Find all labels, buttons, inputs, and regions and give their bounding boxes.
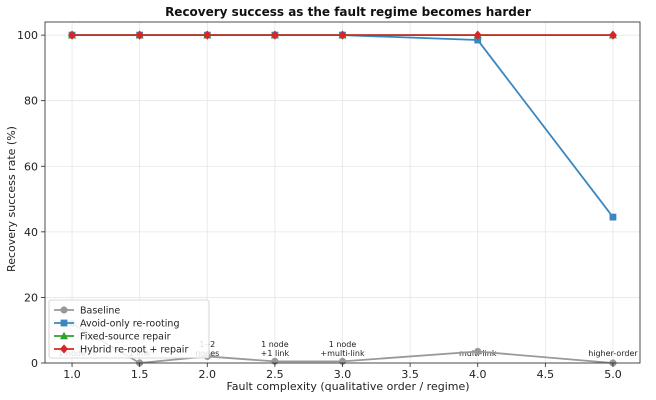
x-tick-label: 5.0 [604,368,622,381]
x-tick-label: 2.5 [266,368,284,381]
legend-label: Avoid-only re-rooting [80,319,179,330]
regime-annotation: 1 node [261,340,289,349]
data-point [68,30,77,40]
series-4 [68,30,617,40]
legend-marker [60,319,68,327]
y-tick-label: 40 [24,226,38,239]
y-axis: 0 20 40 60 80 100 [17,29,45,370]
regime-annotation: 1 node [329,340,357,349]
regime-annotation: +1 link [261,349,290,358]
legend-label: Fixed-source repair [80,332,171,343]
data-point [608,30,617,40]
regime-annotation: higher-order [588,349,638,358]
data-point [474,347,482,356]
data-point [270,30,279,40]
legend-entry: Hybrid re-root + repair [54,344,188,356]
data-point [338,30,347,40]
x-tick-label: 4.5 [537,368,555,381]
legend-marker [60,344,68,354]
y-tick-label: 100 [17,29,38,42]
legend-label: Hybrid re-root + repair [80,345,188,356]
x-axis: 1.0 1.5 2.0 2.5 3.0 3.5 4.0 4.5 5.0 [63,363,622,381]
x-tick-label: 4.0 [469,368,487,381]
x-tick-label: 3.5 [401,368,419,381]
legend-marker [60,306,68,314]
legend: Baseline Avoid-only re-rooting Fixed-sourc… [48,299,210,359]
chart-title: Recovery success as the fault regime bec… [165,5,531,19]
data-point [203,30,212,40]
x-tick-label: 3.0 [334,368,352,381]
regime-annotation: +multi-link [320,349,365,358]
legend-marker [60,331,68,340]
data-point [135,30,144,40]
x-tick-label: 1.0 [63,368,81,381]
data-point [474,36,482,44]
y-axis-label: Recovery success rate (%) [5,126,18,272]
x-axis-label: Fault complexity (qualitative order / re… [226,380,469,393]
legend-entry: Fixed-source repair [54,332,171,343]
legend-label: Baseline [80,306,120,317]
y-tick-label: 0 [31,357,38,370]
legend-entry: Baseline [54,306,120,317]
x-tick-label: 1.5 [131,368,149,381]
y-tick-label: 60 [24,160,38,173]
y-tick-label: 20 [24,291,38,304]
legend-box [48,299,210,359]
y-tick-label: 80 [24,95,38,108]
data-point [609,213,617,221]
data-point [473,30,482,40]
x-tick-label: 2.0 [199,368,217,381]
legend-entry: Avoid-only re-rooting [54,319,179,330]
